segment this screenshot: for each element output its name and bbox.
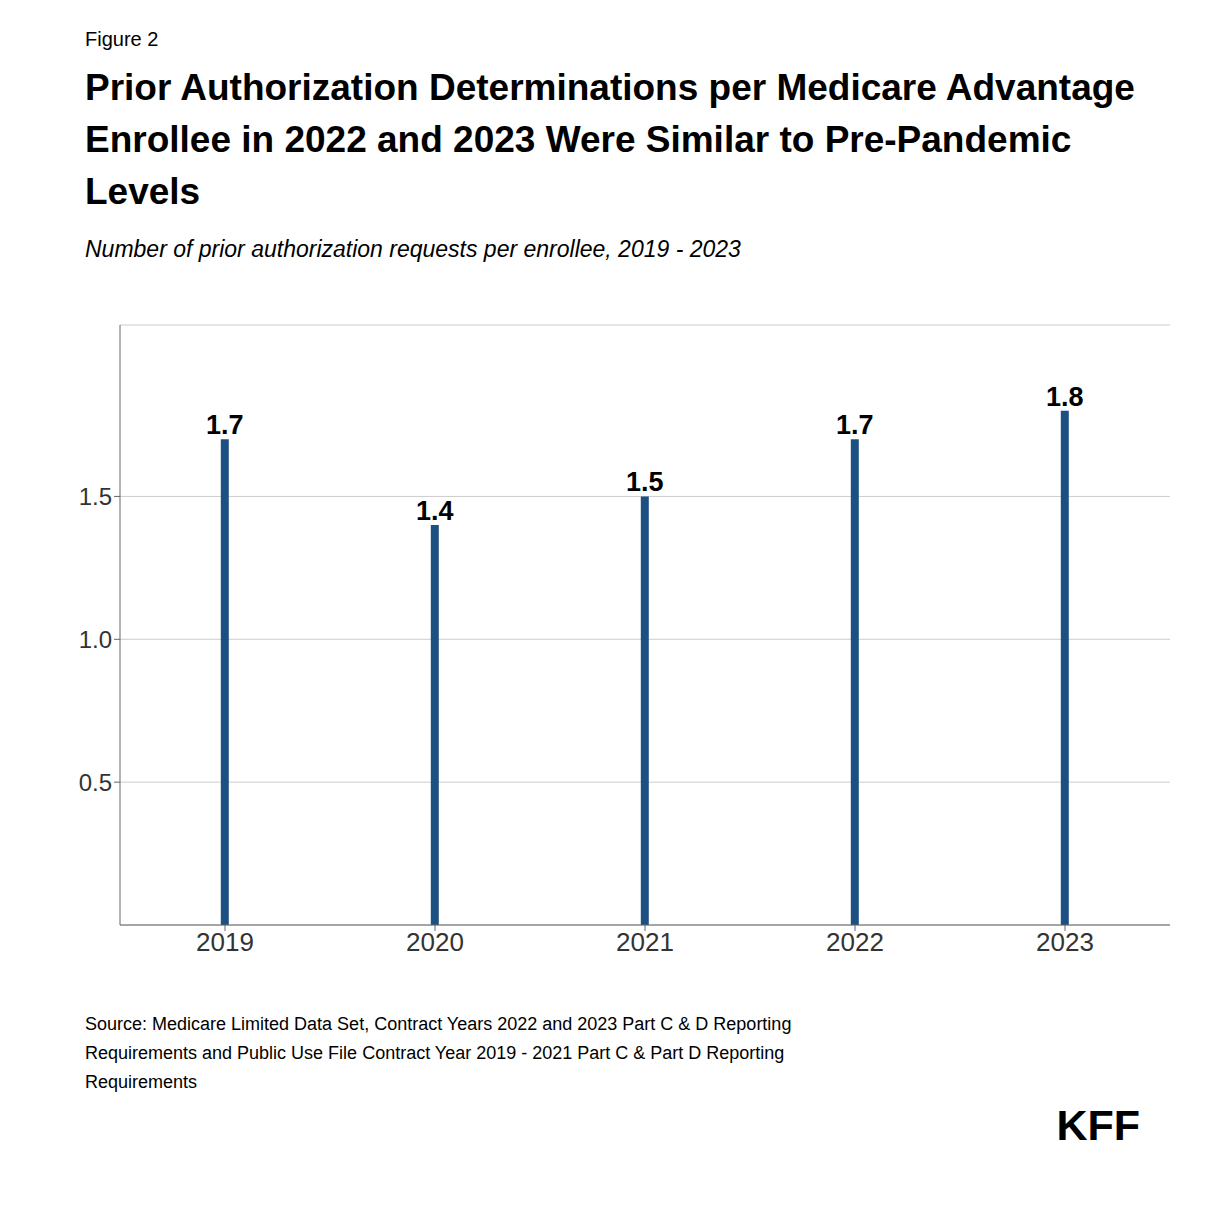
html-text:Enrollee in 2022 and 2023 Were: Enrollee in 2022 and 2023 Were Similar t… bbox=[85, 119, 1072, 160]
html-text:Source: Medicare Limited Data: Source: Medicare Limited Data Set, Contr… bbox=[85, 1014, 792, 1034]
html-text:KFF: KFF bbox=[1056, 1101, 1140, 1149]
html-text:Figure 2: Figure 2 bbox=[85, 28, 159, 50]
html-text:Levels: Levels bbox=[85, 171, 201, 212]
svg-text:2023: 2023 bbox=[1036, 927, 1094, 957]
svg-text:1.8: 1.8 bbox=[1046, 382, 1084, 412]
svg-text:2022: 2022 bbox=[826, 927, 884, 957]
html-text:Prior Authorization Determinat: Prior Authorization Determinations per M… bbox=[85, 67, 1135, 108]
svg-text:2021: 2021 bbox=[616, 927, 674, 957]
svg-text:1.7: 1.7 bbox=[206, 410, 244, 440]
svg-text:1.7: 1.7 bbox=[836, 410, 874, 440]
html-text:Requirements: Requirements bbox=[85, 1072, 198, 1092]
svg-text:2020: 2020 bbox=[406, 927, 464, 957]
svg-text:1.0: 1.0 bbox=[79, 626, 112, 653]
html-text:Number of prior authorization: Number of prior authorization requests p… bbox=[85, 236, 741, 262]
svg-text:1.5: 1.5 bbox=[626, 467, 664, 497]
html-text:Requirements and Public Use Fi: Requirements and Public Use File Contrac… bbox=[85, 1043, 785, 1063]
svg-text:0.5: 0.5 bbox=[79, 769, 112, 796]
svg-text:1.4: 1.4 bbox=[416, 496, 454, 526]
svg-text:2019: 2019 bbox=[196, 927, 254, 957]
svg-text:1.5: 1.5 bbox=[79, 483, 112, 510]
